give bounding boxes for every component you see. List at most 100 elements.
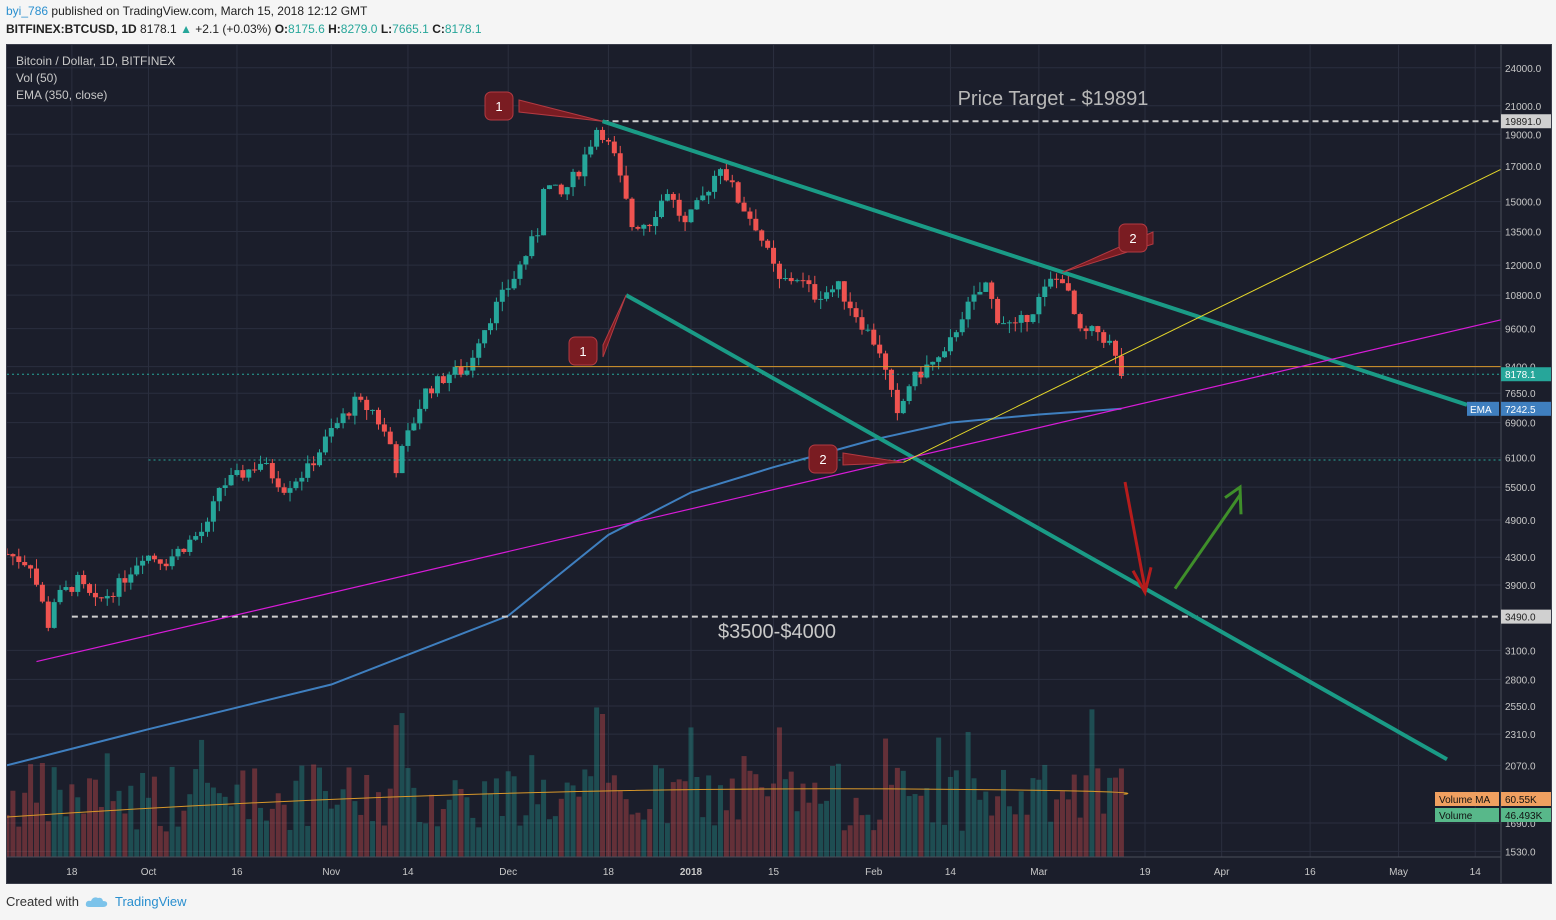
price-tick-label: 9600.0 — [1505, 325, 1536, 336]
candle-body — [971, 294, 977, 302]
candle-body — [87, 584, 93, 593]
volume-bar — [381, 825, 387, 857]
callouts: 1 1 2 2 — [484, 91, 1154, 474]
volume-bar — [664, 823, 670, 857]
candle-body — [1030, 314, 1036, 323]
time-tick-label: 14 — [945, 867, 957, 878]
volume-bar — [458, 788, 464, 857]
candle-body — [688, 209, 694, 223]
candle-body — [157, 559, 163, 564]
callout-2-bottom-label: 2 — [819, 452, 826, 467]
volume-bar — [246, 819, 252, 857]
candle-body — [163, 563, 169, 567]
volume-bars — [4, 707, 1129, 857]
volume-bar — [871, 830, 877, 857]
candle-body — [39, 584, 45, 602]
volume-bar — [959, 830, 965, 857]
callout-2-bottom-pointer — [842, 452, 904, 466]
support-price-tag: 3490.0 — [1505, 613, 1536, 624]
volume-bar — [151, 776, 157, 857]
volume-bar — [181, 810, 187, 857]
time-tick-label: 16 — [1305, 867, 1317, 878]
volume-bar — [1071, 774, 1077, 857]
candle-body — [788, 278, 794, 282]
volume-bar — [328, 808, 334, 857]
volume-bar — [788, 771, 794, 857]
volume-bar — [1054, 799, 1060, 857]
volume-bar — [517, 825, 523, 857]
candle-body — [499, 289, 505, 302]
candle-body — [1101, 332, 1107, 343]
candle-body — [829, 289, 835, 293]
price-tick-label: 5500.0 — [1505, 483, 1536, 494]
volume-bar — [75, 797, 81, 857]
author-link[interactable]: byi_786 — [6, 4, 49, 18]
volume-tag-value: 46.493K — [1505, 811, 1543, 822]
candle-body — [216, 488, 222, 502]
volume-bar — [446, 799, 452, 857]
volume-bar — [169, 766, 175, 857]
tradingview-link[interactable]: TradingView — [114, 894, 187, 909]
candle-body — [305, 463, 311, 478]
yellow-trend-line — [903, 168, 1502, 463]
volume-ma-line — [6, 788, 1129, 818]
candle-body — [263, 463, 269, 465]
candle-body — [69, 587, 75, 592]
volume-bar — [700, 817, 706, 857]
time-tick-label: 18 — [66, 867, 78, 878]
candle-body — [759, 230, 765, 241]
volume-bar — [759, 787, 765, 857]
volume-bar — [582, 769, 588, 857]
candle-body — [1042, 286, 1048, 298]
time-tick-label: Feb — [865, 867, 883, 878]
candle-body — [488, 323, 494, 331]
volume-bar — [676, 779, 682, 857]
candle-body — [776, 263, 782, 279]
price-tick-label: 13500.0 — [1505, 228, 1542, 239]
candle-body — [523, 256, 529, 265]
volume-bar — [193, 769, 199, 857]
volume-bar — [977, 799, 983, 857]
volume-bar — [352, 801, 358, 857]
volume-bar — [535, 804, 541, 857]
volume-bar — [33, 802, 39, 857]
candle-body — [28, 565, 34, 569]
candle-body — [729, 180, 735, 183]
price-tick-label: 2070.0 — [1505, 761, 1536, 772]
volume-bar — [281, 804, 287, 857]
volume-bar — [541, 779, 547, 857]
candle-body — [63, 587, 69, 590]
volume-bar — [712, 825, 718, 857]
volume-bar — [10, 790, 16, 857]
volume-bar — [682, 781, 688, 857]
candle-body — [10, 554, 16, 557]
chart-area[interactable]: 24000.0 21000.0 19000.0 17000.0 15000.0 13500… — [4, 44, 1552, 884]
candle-body — [252, 469, 258, 471]
up-arrow-icon: ▲ — [180, 22, 192, 36]
volume-bar — [1113, 777, 1119, 857]
candle-body — [258, 463, 264, 470]
candle-body — [812, 284, 818, 300]
candle-body — [570, 171, 576, 188]
volume-bar — [523, 815, 529, 857]
price-chart[interactable]: 24000.0 21000.0 19000.0 17000.0 15000.0 13500… — [4, 45, 1551, 883]
price-axis: 24000.0 21000.0 19000.0 17000.0 15000.0 13500… — [1500, 45, 1551, 883]
volume-bar — [1101, 813, 1107, 857]
down-arrow-head — [1131, 566, 1153, 597]
candle-body — [346, 413, 352, 416]
volume-bar — [853, 797, 859, 857]
candle-body — [617, 153, 623, 176]
candle-body — [293, 481, 299, 489]
candle-body — [434, 376, 440, 394]
candle-body — [517, 264, 523, 279]
volume-bar — [729, 778, 735, 857]
callout-2-bottom-box — [808, 444, 838, 474]
candle-body — [1118, 355, 1124, 376]
candle-body — [482, 330, 488, 344]
volume-bar — [906, 796, 912, 857]
candle-body — [75, 574, 81, 592]
price-tick-label: 4900.0 — [1505, 516, 1536, 527]
callout-1-bottom-pointer — [602, 294, 627, 358]
volume-bar — [723, 810, 729, 857]
candle-body — [370, 409, 376, 411]
